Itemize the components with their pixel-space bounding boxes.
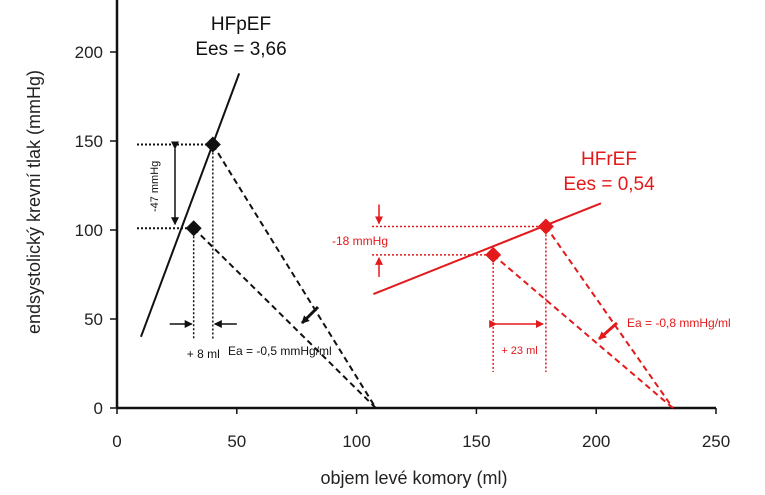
y-tick-label: 100 (75, 221, 103, 240)
hfpef-delta-pressure-label: -47 mmHg (149, 161, 161, 212)
x-tick-label: 0 (112, 432, 121, 451)
x-tick-label: 150 (462, 432, 490, 451)
y-tick-label: 50 (84, 310, 103, 329)
hfref-point-1 (537, 218, 554, 235)
hfref-delta-pressure-label: -18 mmHg (332, 234, 388, 248)
hfref-point-2 (485, 246, 502, 263)
hfpef-ea-line-2 (192, 227, 377, 409)
hfref-ea-arrow (598, 321, 618, 341)
hfpef-ea-line-1 (211, 144, 377, 409)
hfpef-ees-label: Ees = 3,66 (195, 39, 286, 60)
hfref-espvr-line (373, 202, 602, 296)
hfpef-espvr-line (140, 73, 241, 338)
y-axis-label: endsystolický krevní tlak (mmHg) (24, 70, 44, 334)
hfpef-title: HFpEF (211, 14, 271, 35)
hfref-ees-label: Ees = 0,54 (563, 174, 655, 195)
x-tick-label: 100 (342, 432, 370, 451)
hfpef-ea-arrow (300, 305, 320, 325)
x-tick-label: 250 (702, 432, 730, 451)
x-tick-label: 50 (227, 432, 246, 451)
x-axis-label: objem levé komory (ml) (320, 468, 507, 488)
hfpef-point-2 (185, 220, 202, 237)
hfref-delta-volume-label: + 23 ml (501, 345, 537, 357)
y-tick-label: 0 (94, 399, 103, 418)
x-tick-label: 200 (582, 432, 610, 451)
hfpef-delta-volume-label: + 8 ml (187, 347, 220, 361)
hfref-ea-label: Ea = -0,8 mmHg/ml (627, 316, 731, 330)
hfpef-point-1 (204, 136, 221, 153)
y-tick-label: 200 (75, 43, 103, 62)
hfref-ea-line-1 (545, 225, 674, 409)
y-tick-label: 150 (75, 132, 103, 151)
hfref-title: HFrEF (581, 149, 637, 170)
hfpef-ea-label: Ea = -0,5 mmHg/ml (228, 344, 332, 358)
